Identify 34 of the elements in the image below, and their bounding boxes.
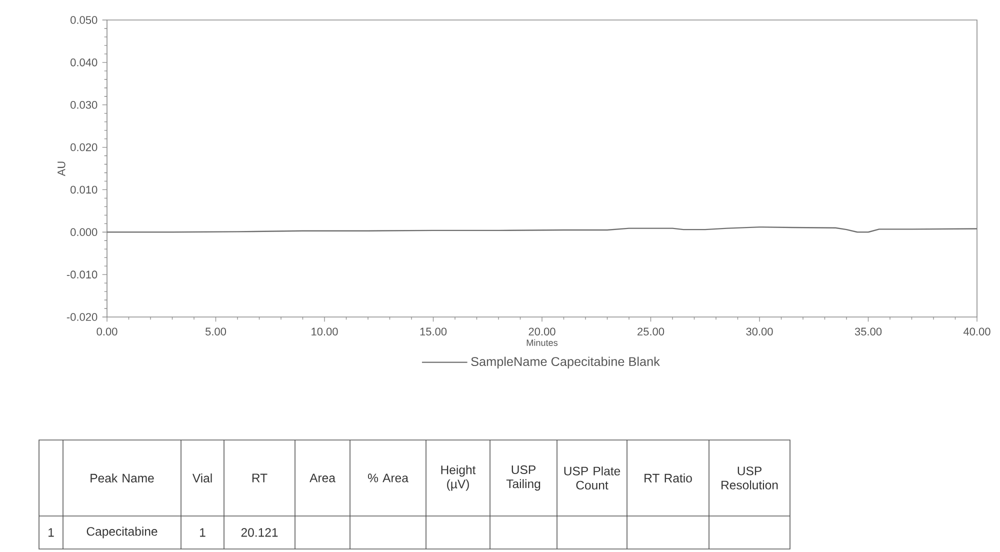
text: USP Resolution bbox=[722, 466, 778, 490]
y-tick-label: 0.050 bbox=[70, 16, 98, 24]
x-tick-label: 15.00 bbox=[420, 328, 447, 336]
x-tick-label: 20.00 bbox=[528, 328, 556, 336]
legend-label: SampleName Capecitabine Blank bbox=[471, 356, 660, 369]
x-axis-title: Minutes bbox=[526, 339, 558, 346]
y-tick-label: 0.020 bbox=[70, 143, 98, 152]
y-tick-label: 0.030 bbox=[70, 100, 98, 109]
x-tick-label: 25.00 bbox=[638, 328, 664, 336]
text: 1 bbox=[200, 528, 206, 537]
x-tick-label: 10.00 bbox=[312, 328, 338, 336]
y-tick-label: -0.010 bbox=[66, 270, 98, 278]
text: Capecitabine bbox=[86, 526, 158, 538]
text: RT Ratio bbox=[644, 473, 692, 482]
x-tick-label: 35.00 bbox=[854, 328, 882, 336]
y-tick-label: -0.020 bbox=[66, 313, 98, 321]
text: Height (µV) bbox=[441, 465, 476, 491]
text: Peak Name bbox=[90, 473, 154, 482]
x-tick-label: 5.00 bbox=[205, 328, 226, 336]
text: Area bbox=[310, 474, 336, 482]
x-tick-label: 30.00 bbox=[746, 328, 773, 336]
text: 20.121 bbox=[241, 528, 278, 537]
text: Vial bbox=[192, 473, 212, 482]
text: RT bbox=[252, 474, 268, 482]
x-tick-label: 40.00 bbox=[963, 328, 990, 336]
y-tick-label: 0.040 bbox=[70, 58, 98, 66]
text: USP Tailing bbox=[506, 465, 540, 491]
y-tick-label: 0.010 bbox=[70, 186, 98, 194]
text: % Area bbox=[368, 474, 408, 482]
text: 1 bbox=[48, 528, 54, 537]
x-tick-label: 0.00 bbox=[96, 328, 118, 336]
y-tick-label: 0.000 bbox=[70, 228, 98, 236]
y-axis-title: AU bbox=[58, 162, 66, 176]
text: USP Plate Count bbox=[564, 466, 620, 490]
